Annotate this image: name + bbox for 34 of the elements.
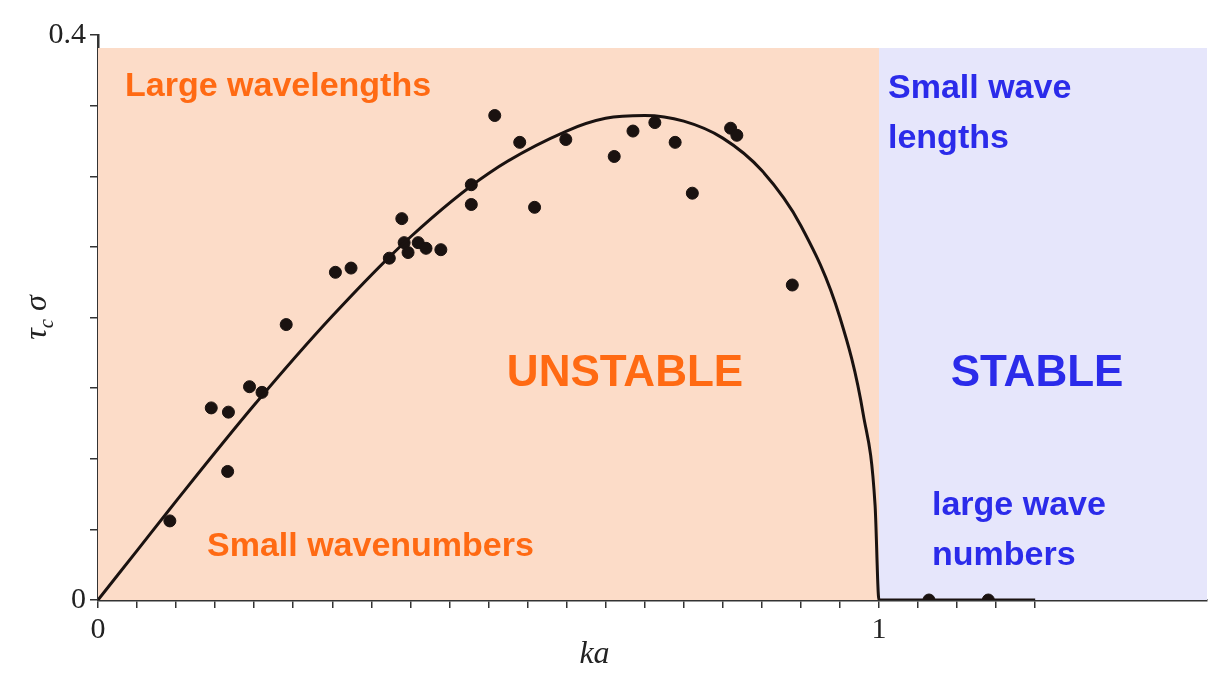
point [528,200,542,214]
point [221,464,235,478]
y-axis-title: τc σ [17,294,58,340]
x-axis-title: ka [579,634,610,671]
y-tick-label: 0.4 [48,15,86,49]
point [419,241,433,255]
point [464,198,478,211]
x-tick-label: 1 [871,610,887,644]
point [607,149,621,163]
point [685,186,699,200]
point [648,116,662,130]
point [401,246,415,260]
point [513,135,527,149]
point [328,265,342,279]
annotation: Large wavelengths [125,65,432,104]
point [488,109,502,123]
point [395,212,409,226]
point [434,243,448,257]
point [626,124,640,138]
point [279,318,293,332]
point [344,261,358,275]
annotation: UNSTABLE [506,346,744,396]
point [730,128,744,142]
point [559,133,573,147]
point [221,405,235,419]
annotation: Small wave lengths [888,67,1072,156]
point [668,135,682,149]
annotation: STABLE [950,346,1124,396]
annotation: Small wavenumbers [207,525,534,564]
point [204,401,218,415]
point [163,514,177,528]
point [785,278,799,292]
annotation: large wave numbers [932,484,1106,573]
point [243,380,257,394]
